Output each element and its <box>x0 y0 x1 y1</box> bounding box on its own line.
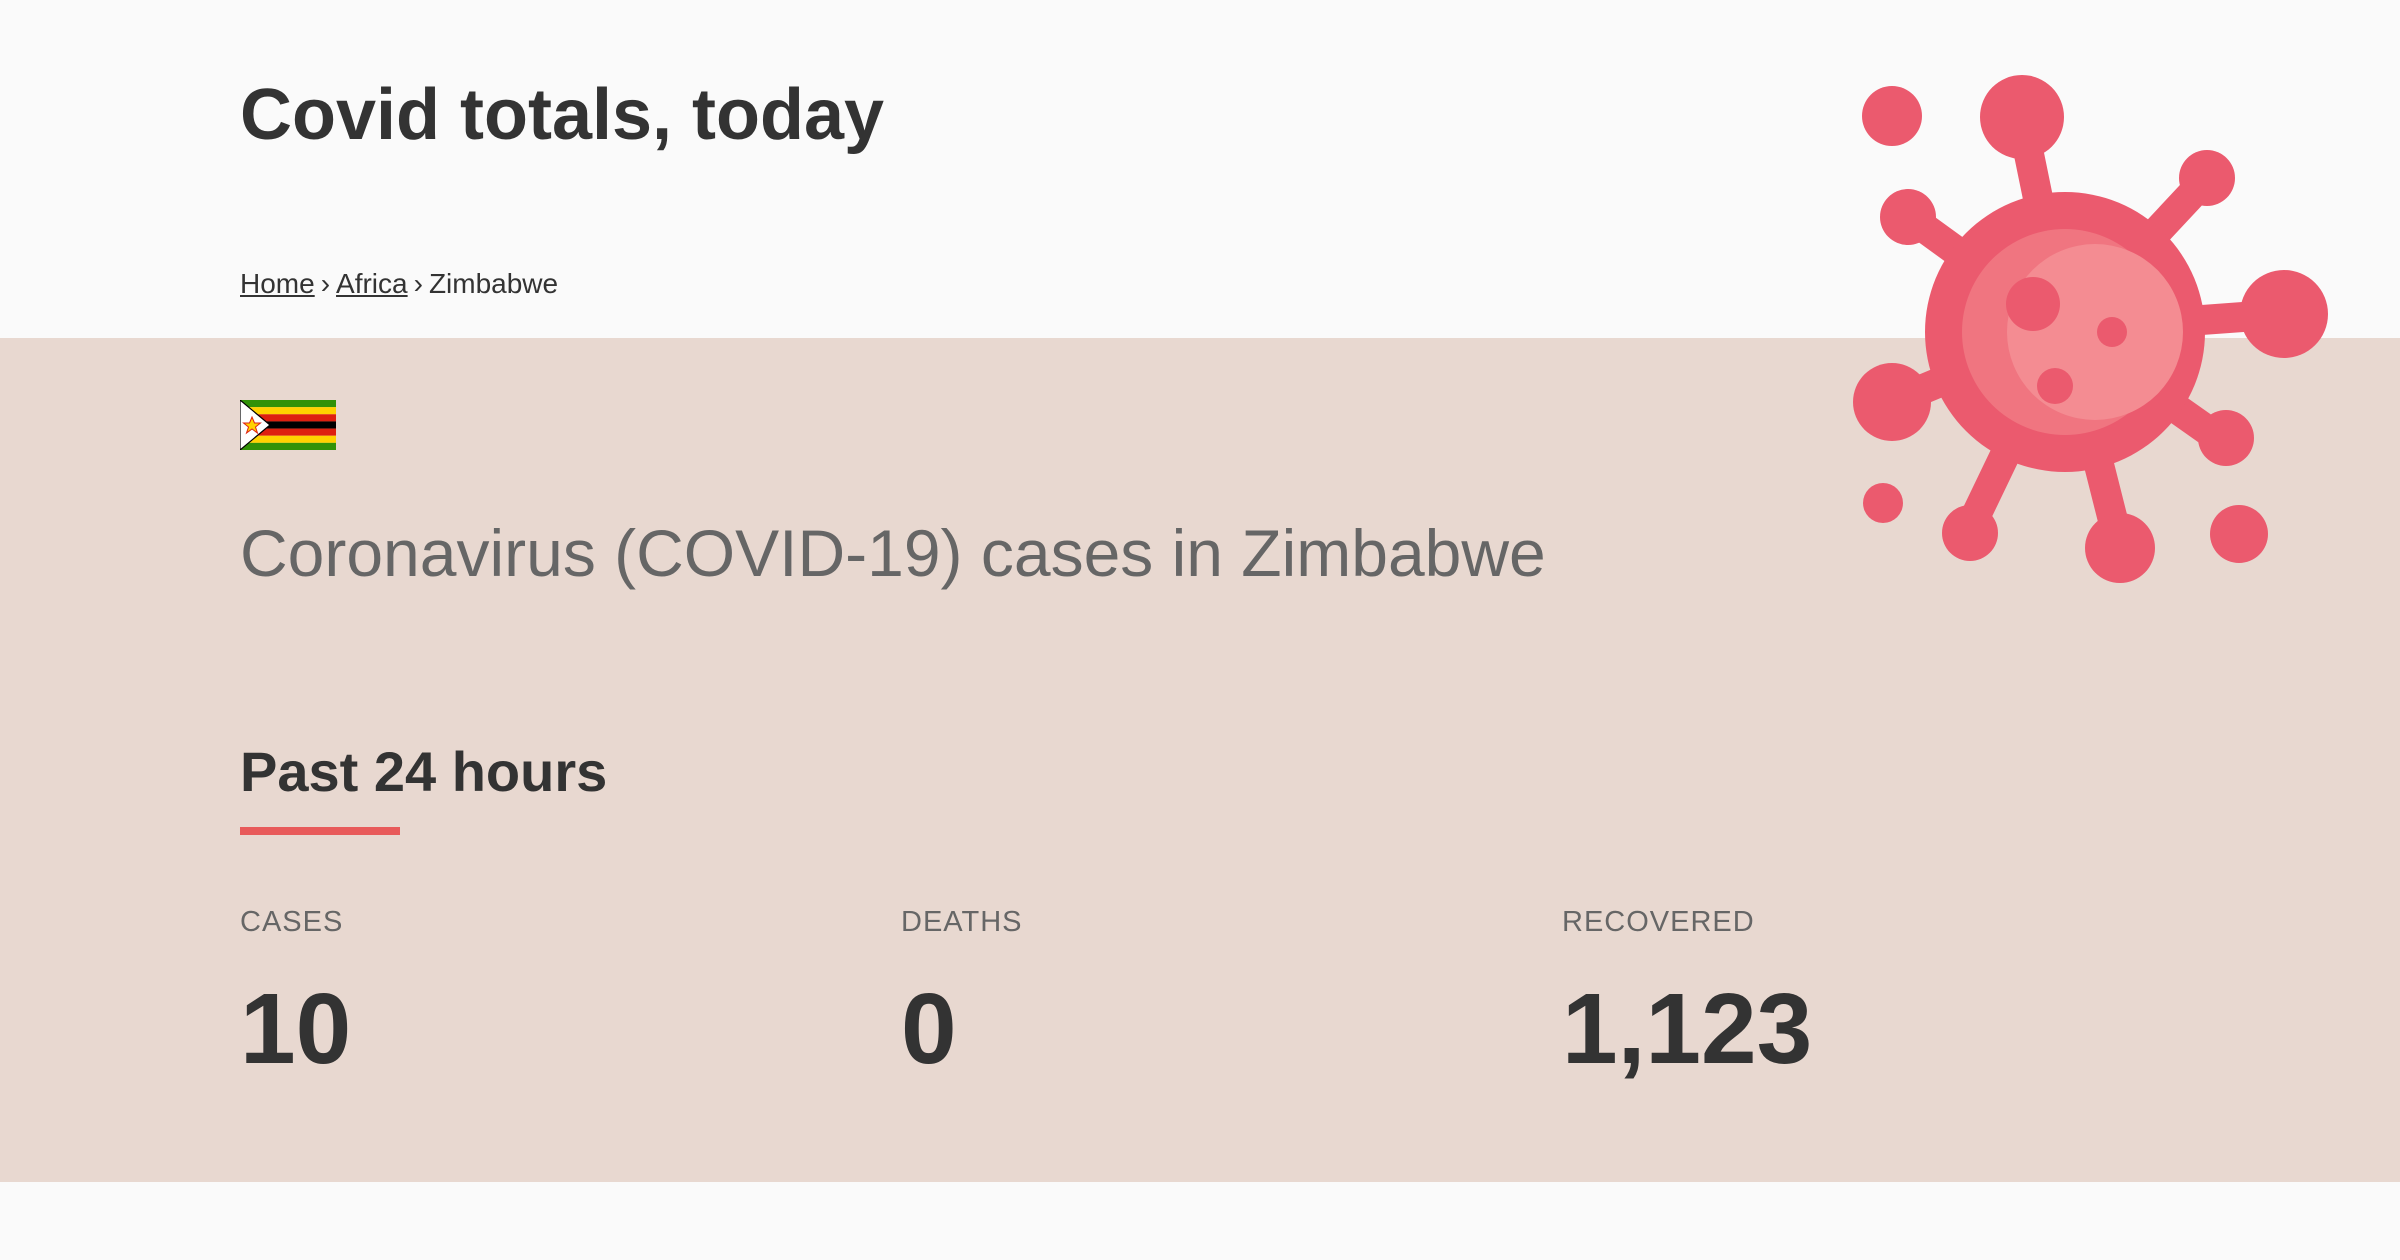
stat-label: DEATHS <box>901 906 1023 938</box>
section-title-underline <box>240 827 400 835</box>
breadcrumb-separator: › <box>320 268 331 299</box>
section-title: Past 24 hours <box>240 740 608 803</box>
breadcrumb-separator: › <box>413 268 423 299</box>
page-header: Covid totals, today Home › Africa › Zimbabwe <box>0 0 2400 338</box>
breadcrumb-link-home[interactable]: Home <box>240 268 315 299</box>
stat-cases: CASES 10 <box>240 906 840 1079</box>
breadcrumb: Home › Africa › Zimbabwe <box>240 268 558 300</box>
stat-value: 1,123 <box>1562 973 1813 1085</box>
stat-label: RECOVERED <box>1562 906 1755 938</box>
stat-label: CASES <box>240 906 344 938</box>
stat-value: 0 <box>901 973 957 1085</box>
virus-icon <box>1853 75 2328 583</box>
page-title: Covid totals, today <box>240 75 885 155</box>
breadcrumb-link-africa[interactable]: Africa <box>336 268 408 299</box>
country-heading: Coronavirus (COVID-19) cases in Zimbabwe <box>240 516 1546 590</box>
page-footer <box>0 1182 2400 1260</box>
stat-deaths: DEATHS 0 <box>901 906 1501 1079</box>
zimbabwe-flag-icon <box>240 400 336 450</box>
stat-value: 10 <box>240 973 352 1085</box>
stat-recovered: RECOVERED 1,123 <box>1562 906 2162 1079</box>
breadcrumb-current: Zimbabwe <box>428 268 559 299</box>
